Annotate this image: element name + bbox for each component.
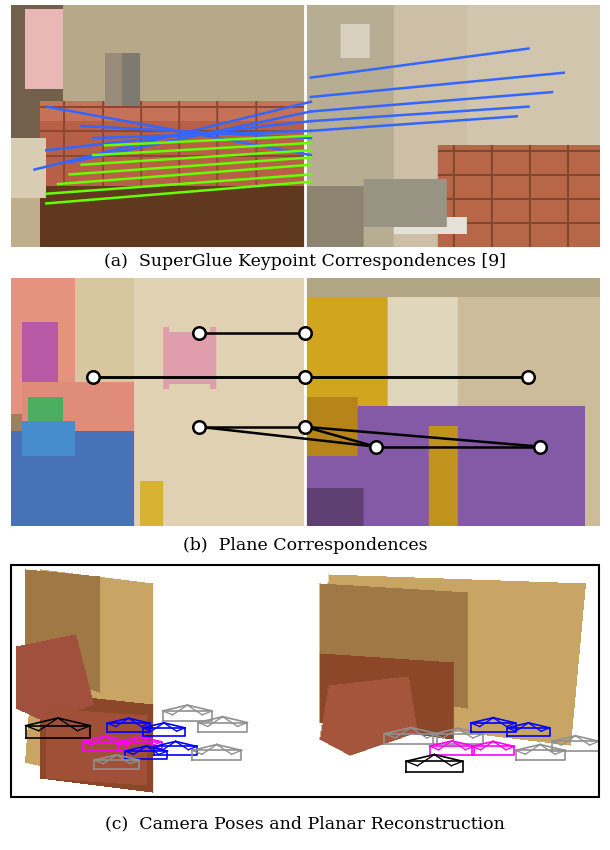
Text: (c)  Camera Poses and Planar Reconstruction: (c) Camera Poses and Planar Reconstructi… — [105, 815, 505, 832]
Text: (a)  SuperGlue Keypoint Correspondences [9]: (a) SuperGlue Keypoint Correspondences [… — [104, 253, 506, 270]
Text: (b)  Plane Correspondences: (b) Plane Correspondences — [182, 536, 428, 553]
